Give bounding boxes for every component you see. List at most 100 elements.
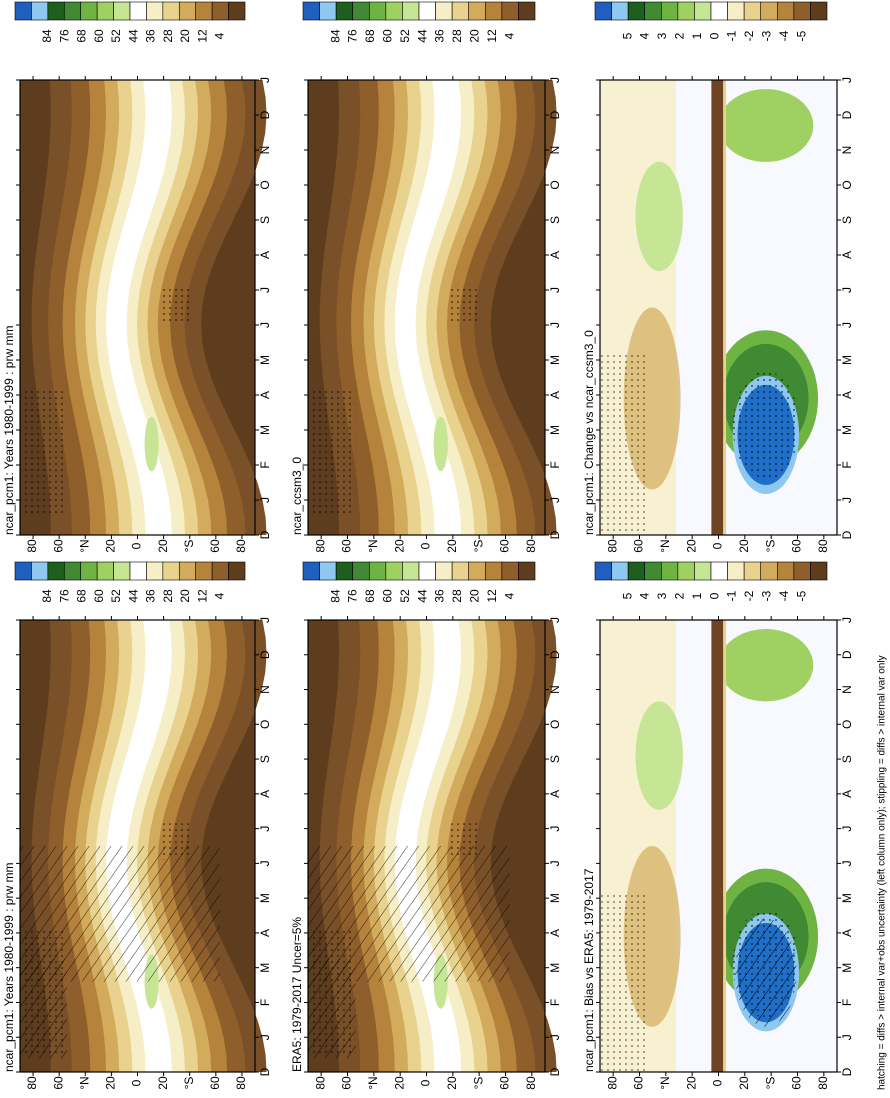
month-label: A [548,251,562,259]
colorbar-box [352,561,370,581]
field-band [394,620,462,1072]
colorbar-box [80,561,98,581]
colorbar-label: 52 [109,589,123,603]
lat-label: °N [366,1076,380,1089]
month-label: F [840,999,854,1006]
panel [302,561,557,1076]
lat-label: 20 [392,1076,406,1090]
colorbar-box [727,561,745,581]
field-green [718,89,814,162]
lat-label: °N [77,539,91,552]
colorbar-label: 44 [415,29,429,43]
lat-label: 80 [605,1076,619,1090]
month-label: M [258,425,272,435]
colorbar-label: 28 [450,589,464,603]
lat-label: 20 [156,539,170,553]
lat-label: 60 [51,539,65,553]
colorbar-box [352,1,370,21]
month-label: F [258,999,272,1006]
lat-label: 80 [816,1076,830,1090]
colorbar-box [710,561,728,581]
colorbar-box [484,1,503,21]
month-label: A [840,929,854,937]
lat-label: 20 [392,539,406,553]
colorbar-box [146,1,164,21]
month-label: M [840,963,854,973]
lat-label: °S [182,540,196,553]
colorbar-box [31,1,49,21]
stippling [308,927,356,1054]
lat-label: 0 [711,1079,725,1086]
colorbar-label: -1 [725,30,739,41]
lat-label: °S [763,540,777,553]
month-label: O [258,180,272,189]
lat-label: 60 [340,1076,354,1090]
month-label: S [840,755,854,763]
field-band [95,80,185,535]
lat-label: °N [77,1076,91,1089]
stippling [20,389,67,517]
colorbar-label: 60 [92,29,106,43]
colorbar-box [518,1,536,21]
month-label: D [840,530,854,539]
colorbar-label: 36 [433,589,447,603]
month-label: J [548,287,562,293]
field-equator-edge [723,620,727,1072]
lat-label: 80 [816,539,830,553]
colorbar-box [195,561,213,581]
stippling [732,909,800,1018]
month-label: N [548,685,562,694]
colorbar-label: -2 [742,30,756,41]
month-label: M [548,355,562,365]
month-label: A [840,251,854,259]
colorbar-label: 12 [195,29,209,43]
colorbar-box [162,561,180,581]
lat-label: °N [366,539,380,552]
colorbar-box [501,561,519,581]
lat-label: 80 [234,539,248,553]
month-label: F [258,461,272,468]
colorbar-box [694,561,712,581]
lat-label: 0 [130,542,144,549]
stippling [600,353,648,535]
colorbar-label: 3 [655,32,669,39]
lat-label: °S [471,1077,485,1090]
month-label: N [840,685,854,694]
field-band [106,620,172,1072]
colorbar-box [468,1,486,21]
colorbar-label: 1 [690,32,704,39]
lat-label: 80 [25,1076,39,1090]
colorbar-box [162,1,180,21]
month-label: J [548,322,562,328]
field-band [106,80,172,535]
month-label: D [258,530,272,539]
colorbar-label: 20 [468,589,482,603]
month-label: D [840,110,854,119]
colorbar-box [776,561,795,581]
month-label: D [548,1067,562,1076]
footnote: hatching = diffs > internal var+obs unce… [877,655,888,1090]
colorbar-box [627,1,646,21]
lat-label: 20 [104,539,118,553]
panel-title: ncar_pcm1: Change vs ncar_ccsm3_0 [582,330,596,535]
colorbar-box [228,561,246,581]
month-label: N [258,685,272,694]
lat-label: 20 [156,1076,170,1090]
month-label: J [258,322,272,328]
colorbar-box [129,1,147,21]
month-label: J [258,1034,272,1040]
colorbar-box [146,561,164,581]
colorbar-label: 76 [346,589,360,603]
colorbar-label: 76 [346,29,360,43]
colorbar-label: 28 [161,589,175,603]
month-label: J [258,287,272,293]
month-label: S [840,216,854,224]
colorbar-box [80,1,98,21]
month-label: A [258,790,272,798]
lat-label: 20 [445,1076,459,1090]
month-label: M [548,425,562,435]
colorbar-label: 20 [468,29,482,43]
colorbar-box [435,561,453,581]
stippling [20,927,67,1054]
stippling [161,284,190,322]
